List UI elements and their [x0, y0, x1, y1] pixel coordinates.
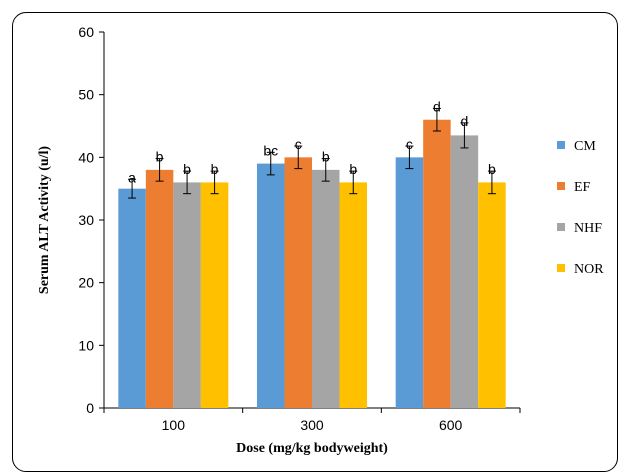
- x-tick-label: 300: [300, 417, 324, 433]
- x-axis-title: Dose (mg/kg bodyweight): [236, 441, 388, 455]
- y-tick-label: 20: [78, 275, 94, 291]
- bar: [395, 157, 424, 408]
- significance-label: bc: [263, 142, 278, 158]
- x-axis: 100 300 600: [103, 407, 521, 433]
- bar: [173, 182, 201, 408]
- legend-label: CM: [574, 139, 596, 154]
- legend-swatch: [557, 223, 565, 231]
- bar: [200, 182, 229, 408]
- y-tick-label: 40: [78, 149, 94, 165]
- y-tick-label: 60: [78, 24, 94, 40]
- y-axis: 0 10 20 30 40 50 60: [78, 24, 105, 416]
- bar: [284, 157, 312, 408]
- bar: [339, 182, 367, 408]
- significance-label: c: [406, 136, 413, 152]
- legend-swatch: [557, 182, 565, 190]
- legend-swatch: [557, 264, 565, 272]
- significance-label: d: [461, 113, 469, 129]
- y-tick-label: 30: [78, 212, 94, 228]
- legend: CM EF NHF NOR: [557, 139, 604, 277]
- significance-label: b: [488, 161, 496, 177]
- significance-label: b: [156, 149, 164, 165]
- y-tick-label: 0: [86, 400, 94, 416]
- significance-label: d: [433, 98, 441, 114]
- significance-label: c: [295, 136, 302, 152]
- bar: [423, 119, 451, 408]
- legend-label: NHF: [574, 221, 602, 236]
- x-tick-label: 100: [162, 417, 186, 433]
- bar: [257, 163, 285, 408]
- significance-label: b: [349, 161, 357, 177]
- significance-label: b: [211, 161, 219, 177]
- significance-label: b: [183, 161, 191, 177]
- bar: [118, 188, 146, 408]
- legend-label: EF: [574, 180, 591, 195]
- bar: [450, 135, 479, 408]
- significance-label: a: [128, 169, 136, 185]
- bar: [312, 169, 340, 408]
- y-axis-title: Serum ALT Activity (u/l): [37, 146, 52, 295]
- legend-swatch: [557, 141, 565, 149]
- y-tick-label: 50: [78, 87, 94, 103]
- bar: [478, 182, 506, 408]
- bar: [145, 169, 174, 408]
- significance-label: b: [322, 149, 330, 165]
- y-tick-label: 10: [78, 337, 94, 353]
- legend-label: NOR: [574, 262, 604, 277]
- x-tick-label: 600: [439, 417, 463, 433]
